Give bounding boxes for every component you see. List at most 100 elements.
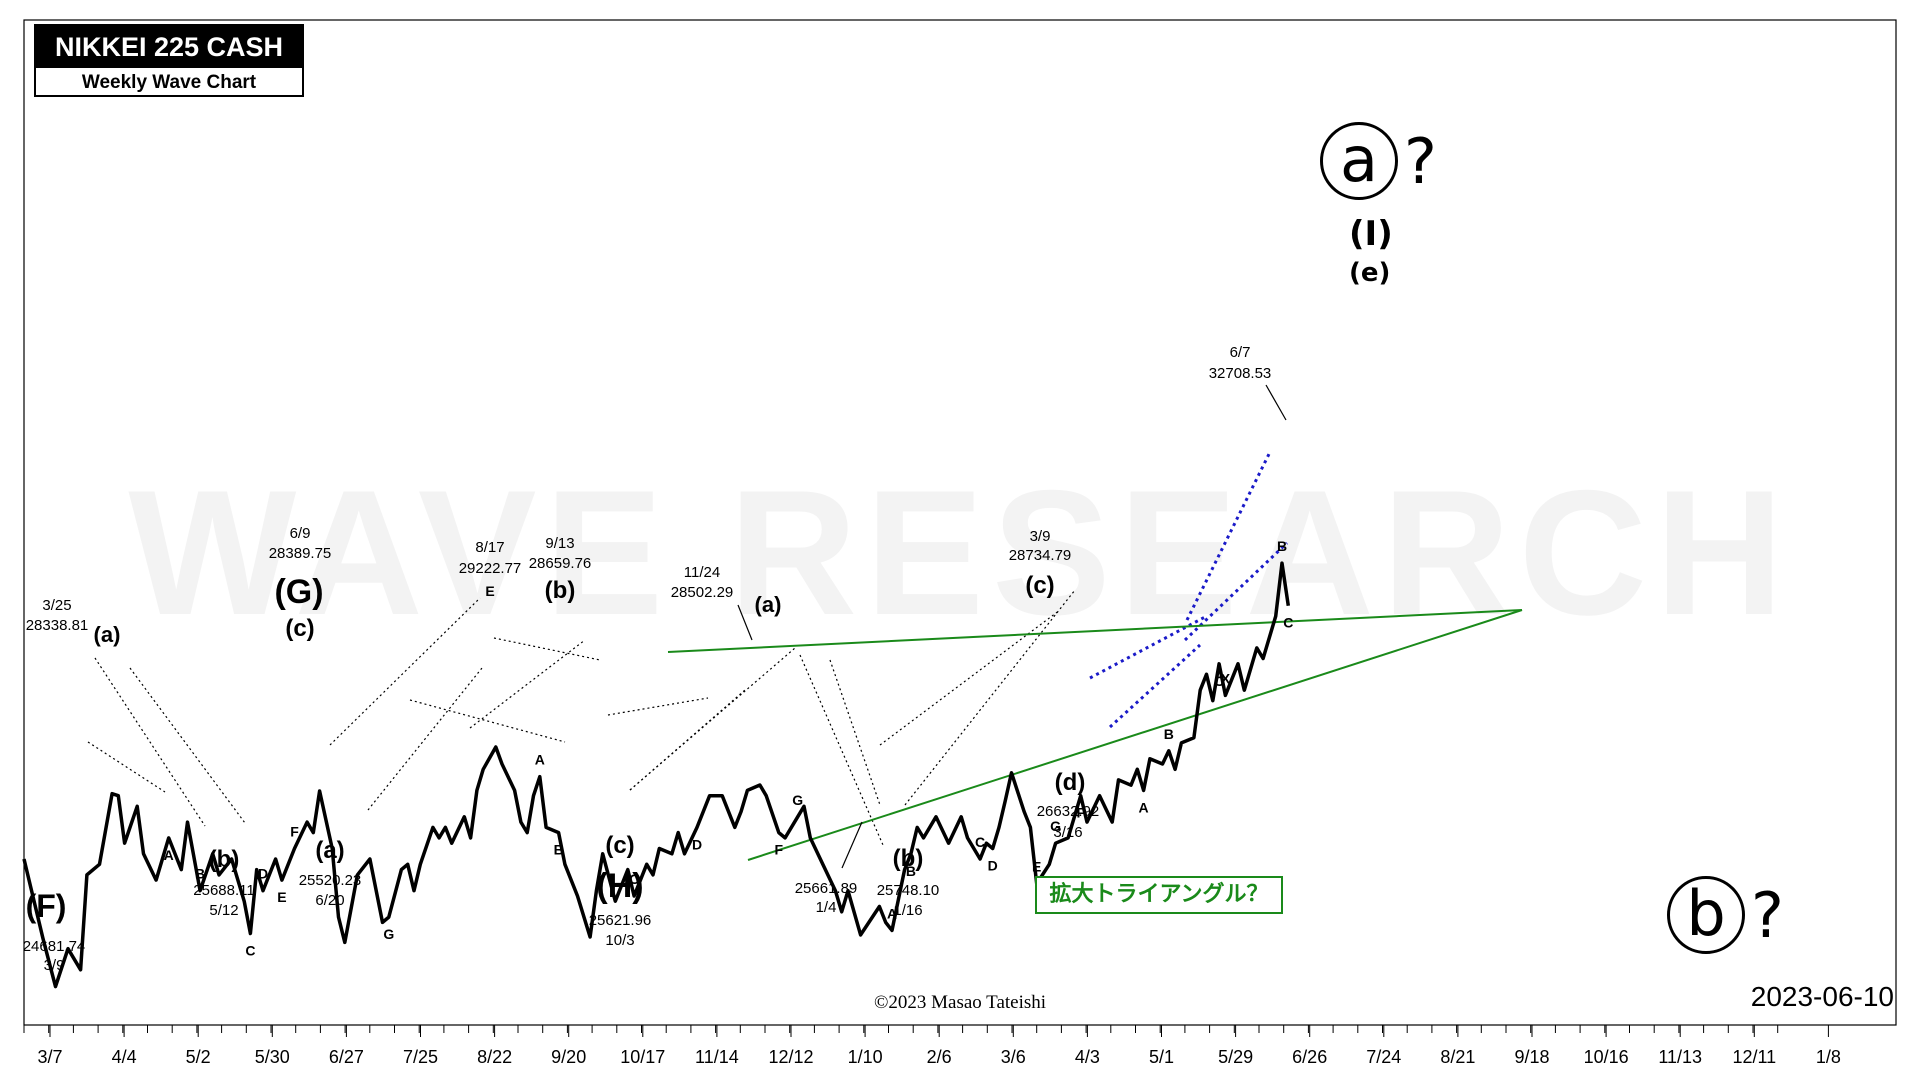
circled-a-symbol: a xyxy=(1320,122,1398,200)
date-callout: 10/3 xyxy=(605,932,634,949)
x-axis-tick-label: 1/8 xyxy=(1816,1047,1841,1067)
wave-guide-line xyxy=(493,637,601,661)
date-callout: 1/4 xyxy=(816,899,837,916)
wave-letter-c: C xyxy=(975,834,985,850)
date-callout: 6/7 xyxy=(1230,344,1251,361)
x-axis-tick-label: 10/16 xyxy=(1584,1047,1629,1067)
wave-letter-f: F xyxy=(290,823,299,839)
wave-letter-c: C xyxy=(629,871,639,887)
blue-trend-line xyxy=(1089,615,1206,680)
wave-letter-a: A xyxy=(535,752,545,768)
date-callout: 11/24 xyxy=(684,564,720,581)
copyright: ©2023 Masao Tateishi xyxy=(873,992,1047,1013)
scenario-b-question: ? xyxy=(1751,878,1784,952)
x-axis-tick-label: 5/30 xyxy=(255,1047,290,1067)
wave-label-b: (b) xyxy=(545,577,576,604)
wave-letter-g: G xyxy=(1050,818,1061,834)
wave-letter-b: B xyxy=(1277,538,1287,554)
wave-letter-b: B xyxy=(906,863,916,879)
wave-letter-x: X xyxy=(1221,670,1231,686)
date-stamp: 2023-06-10 xyxy=(1750,981,1894,1012)
wave-guide-line xyxy=(799,654,884,846)
wave-letter-g: G xyxy=(792,792,803,808)
wave-letter-b: B xyxy=(554,842,564,858)
price-callout: 26632.92 xyxy=(1037,803,1100,820)
price-callout: 29222.77 xyxy=(459,560,522,577)
date-callout: 3/25 xyxy=(42,597,71,614)
wave-letter-f: F xyxy=(1076,805,1085,821)
wave-guide-line xyxy=(607,697,709,716)
x-axis-tick-label: 11/14 xyxy=(695,1047,739,1067)
wave-letter-e: E xyxy=(277,889,286,905)
price-callout: 25748.10 xyxy=(877,882,940,899)
wave-guide-line xyxy=(329,597,481,746)
x-axis-tick-label: 12/11 xyxy=(1732,1047,1776,1067)
plot-border xyxy=(23,19,1897,1026)
x-axis-tick-label: 1/10 xyxy=(848,1047,883,1067)
wave-letter-d: D xyxy=(988,857,998,873)
x-axis-tick-label: 5/29 xyxy=(1218,1047,1253,1067)
callout-arrow xyxy=(1265,384,1287,421)
price-callout: 24681.74 xyxy=(23,938,86,955)
price-callout: 28659.76 xyxy=(529,555,592,572)
wave-label-a: (a) xyxy=(755,592,782,617)
scenario-b-marker: b? xyxy=(1667,876,1784,954)
wave-letter-a: A xyxy=(164,847,174,863)
price-callout: 25520.23 xyxy=(299,872,362,889)
scenario-a-marker: a? xyxy=(1320,122,1437,200)
x-axis-tick-label: 2/6 xyxy=(927,1047,952,1067)
date-callout: 1/16 xyxy=(893,902,922,919)
blue-trend-line xyxy=(1183,541,1289,642)
wave-letter-d: D xyxy=(692,836,702,852)
callout-arrow xyxy=(737,604,753,641)
wave-letter-d: D xyxy=(258,866,268,882)
price-callout: 28389.75 xyxy=(269,545,332,562)
chart-title: NIKKEI 225 CASH xyxy=(36,26,302,68)
date-callout: 5/12 xyxy=(209,902,238,919)
wave-letter-b: B xyxy=(195,866,205,882)
wave-label-c: (c) xyxy=(605,832,634,859)
x-axis-tick-label: 3/7 xyxy=(37,1047,62,1067)
wave-guide-line xyxy=(94,657,206,827)
x-axis-tick-label: 5/1 xyxy=(1149,1047,1174,1067)
wave-label-G: (G) xyxy=(274,573,323,611)
wave-label-c: (c) xyxy=(285,615,314,642)
x-axis-tick-label: 10/17 xyxy=(620,1047,665,1067)
wave-guide-line xyxy=(469,639,586,729)
wave-guide-line xyxy=(129,667,246,824)
expanding-triangle-note: 拡大トライアングル？ xyxy=(1035,876,1283,914)
x-axis-tick-label: 9/18 xyxy=(1514,1047,1549,1067)
wave-label-d: (d) xyxy=(1055,769,1086,796)
date-callout: 6/20 xyxy=(315,892,344,909)
x-axis-tick-label: 6/27 xyxy=(329,1047,364,1067)
wave-label-c: (c) xyxy=(1025,572,1054,599)
wave-label-e: (e) xyxy=(1349,258,1391,288)
wave-guide-line xyxy=(87,741,166,793)
scenario-a-question: ? xyxy=(1404,124,1437,198)
watermark: WAVE RESEARCH xyxy=(128,453,1791,652)
wave-letter-c: C xyxy=(245,943,255,959)
price-callout: 25661.89 xyxy=(795,880,858,897)
wave-letter-f: F xyxy=(775,842,784,858)
x-axis-tick-label: 8/22 xyxy=(477,1047,512,1067)
wave-letter-e: E xyxy=(1032,859,1041,875)
x-axis-tick-label: 11/13 xyxy=(1658,1047,1702,1067)
x-axis-tick-label: 6/26 xyxy=(1292,1047,1327,1067)
wave-label-F: (F) xyxy=(26,888,67,924)
wave-label-b: (b) xyxy=(893,845,924,872)
wave-letter-c: C xyxy=(1214,673,1224,689)
wave-letter-g: G xyxy=(383,926,394,942)
wave-guide-line xyxy=(829,659,881,806)
x-axis-tick-label: 7/25 xyxy=(403,1047,438,1067)
wave-label-a: (a) xyxy=(94,622,121,647)
chart-title-box: NIKKEI 225 CASH Weekly Wave Chart xyxy=(34,24,304,97)
price-callout: 28502.29 xyxy=(671,584,734,601)
x-axis-tick-label: 4/4 xyxy=(112,1047,137,1067)
chart-subtitle: Weekly Wave Chart xyxy=(81,72,257,93)
date-callout: 9/13 xyxy=(545,535,574,552)
price-callout: 28338.81 xyxy=(26,617,89,634)
green-upper-trendline xyxy=(667,609,1523,653)
x-axis-tick-label: 9/20 xyxy=(551,1047,586,1067)
x-axis-tick-label: 3/6 xyxy=(1001,1047,1026,1067)
